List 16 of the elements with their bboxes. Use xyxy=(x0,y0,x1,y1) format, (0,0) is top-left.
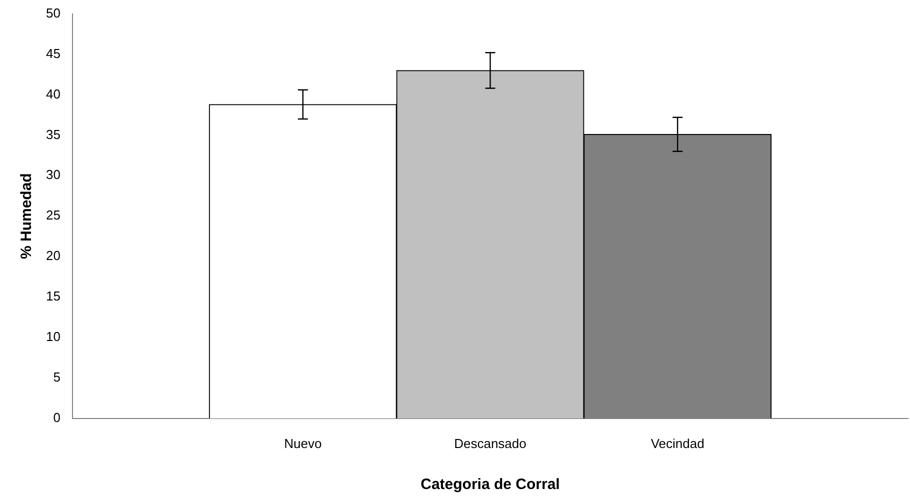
y-tick-label: 35 xyxy=(46,126,60,142)
x-tick-label: Nuevo xyxy=(284,436,322,451)
y-tick-label: 0 xyxy=(53,410,60,425)
x-tick-label: Vecindad xyxy=(650,436,704,451)
y-tick-label: 40 xyxy=(46,86,60,102)
y-tick-label: 45 xyxy=(46,46,60,61)
y-axis-title: % Humedad xyxy=(18,173,36,260)
y-tick-label: 5 xyxy=(53,370,60,385)
y-tick-label: 50 xyxy=(46,5,60,20)
x-axis-title: Categoria de Corral xyxy=(420,476,560,494)
y-tick-label: 15 xyxy=(46,288,60,304)
y-tick-label: 25 xyxy=(46,208,60,223)
x-tick-label: Descansado xyxy=(454,436,526,451)
y-tick-label: 20 xyxy=(46,248,60,264)
y-tick-label: 30 xyxy=(46,167,60,182)
y-tick-label: 10 xyxy=(46,329,60,344)
